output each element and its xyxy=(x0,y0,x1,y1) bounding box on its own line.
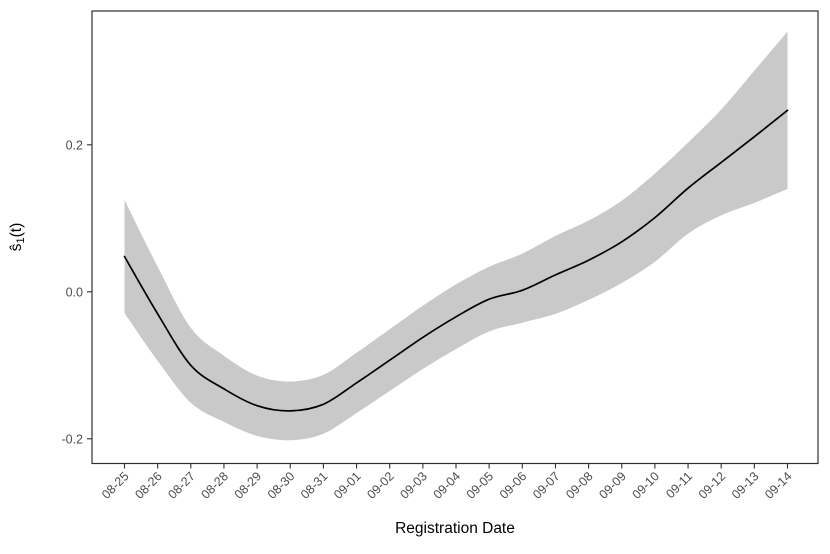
x-tick-label: 09-08 xyxy=(563,469,596,502)
x-tick-label: 08-30 xyxy=(265,469,298,502)
y-tick-label: 0.0 xyxy=(66,285,83,299)
x-tick-label: 08-31 xyxy=(298,469,331,502)
y-axis-title: ŝ1(t) xyxy=(8,223,27,252)
x-tick-label: 09-02 xyxy=(364,469,397,502)
smooth-line-group xyxy=(123,109,789,412)
x-tick-label: 09-04 xyxy=(431,469,464,502)
x-tick-label: 09-09 xyxy=(596,469,629,502)
y-tick-label: 0.2 xyxy=(66,138,83,152)
panel-border xyxy=(91,10,819,465)
x-tick-label: 09-10 xyxy=(630,469,663,502)
x-tick-label: 08-25 xyxy=(99,469,132,502)
x-tick-label: 09-12 xyxy=(696,469,729,502)
x-axis-title: Registration Date xyxy=(395,520,515,537)
x-axis: 08-25 08-26 08-27 08-28 08-29 08-30 08-31 09-01… xyxy=(99,463,795,502)
y-tick-label: -0.2 xyxy=(61,432,83,446)
x-tick-label: 09-13 xyxy=(729,469,762,502)
x-tick-label: 09-06 xyxy=(497,469,530,502)
x-tick-label: 09-11 xyxy=(663,469,695,501)
confidence-band xyxy=(124,31,788,441)
x-tick-label: 09-01 xyxy=(331,469,364,502)
x-tick-label: 08-27 xyxy=(165,469,198,502)
x-tick-label: 08-29 xyxy=(232,469,265,502)
y-axis: -0.2 0.0 0.2 xyxy=(61,138,92,446)
x-tick-label: 09-05 xyxy=(464,469,497,502)
x-tick-label: 09-07 xyxy=(530,469,563,502)
x-tick-label: 08-26 xyxy=(132,469,165,502)
x-tick-label: 09-03 xyxy=(397,469,430,502)
x-tick-label: 09-14 xyxy=(762,469,795,502)
smooth-estimate-line xyxy=(123,109,789,412)
x-tick-label: 08-28 xyxy=(199,469,232,502)
confidence-band-group xyxy=(124,31,788,441)
